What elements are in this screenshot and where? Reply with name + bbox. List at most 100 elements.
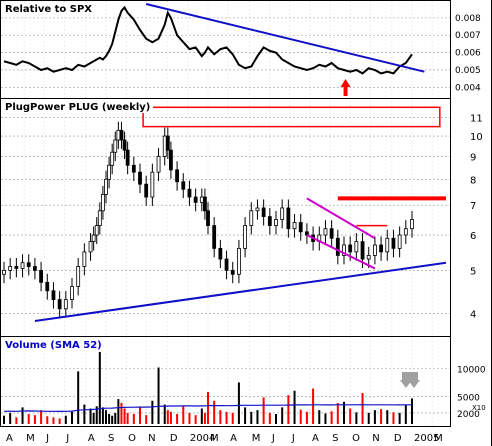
- relative-tick-label: 0.005: [455, 66, 481, 76]
- volume-bar: [219, 410, 222, 424]
- candle-body: [88, 241, 93, 253]
- candle-body: [94, 225, 99, 236]
- x-tick-label: S: [332, 433, 338, 444]
- x-tick-label: J: [45, 433, 49, 444]
- x-tick-label: D: [394, 433, 402, 444]
- volume-bar: [163, 404, 166, 424]
- candle-body: [116, 129, 121, 141]
- volume-bar: [200, 408, 203, 424]
- candle-body: [193, 196, 198, 203]
- volume-bar: [398, 412, 401, 424]
- candle-body: [57, 299, 62, 310]
- volume-bar: [169, 411, 172, 424]
- volume-bar: [275, 414, 277, 424]
- red-up-arrow: [340, 79, 351, 96]
- gray-down-arrow: [400, 372, 412, 388]
- volume-bar: [126, 412, 129, 424]
- volume-bar: [33, 415, 36, 424]
- candle-body: [203, 196, 207, 212]
- volume-bar: [145, 415, 148, 424]
- relative-tick-label: 0.007: [455, 31, 481, 41]
- candle-body: [175, 169, 179, 183]
- volume-bar: [15, 417, 18, 424]
- candle-body: [218, 247, 223, 260]
- x-tick-label: J: [271, 433, 275, 444]
- candle-body: [397, 234, 402, 249]
- volume-bar: [92, 412, 95, 424]
- volume-bar: [89, 408, 92, 424]
- volume-bar: [157, 367, 160, 424]
- candle-body: [169, 149, 173, 171]
- price-tick-label: 4: [470, 310, 476, 321]
- volume-bar: [244, 407, 247, 424]
- volume-bar: [132, 414, 135, 424]
- marks-layer: [2, 5, 414, 424]
- candle-body: [379, 244, 383, 253]
- candle-body: [280, 207, 285, 220]
- candle-body: [14, 266, 19, 269]
- candle-body: [119, 129, 124, 141]
- volume-bar: [392, 412, 395, 424]
- gray-down-arrow: [408, 372, 420, 388]
- candle-body: [181, 181, 186, 190]
- volume-bar: [373, 410, 376, 424]
- volume-bar: [176, 414, 179, 424]
- candle-body: [292, 222, 297, 230]
- candle-body: [187, 188, 192, 198]
- candle-body: [360, 241, 365, 260]
- support-trendline: [34, 261, 447, 322]
- volume-bar: [404, 405, 407, 424]
- candle-body: [26, 262, 31, 267]
- candle-body: [113, 139, 118, 153]
- volume-tick-label: 2000: [457, 410, 480, 420]
- candle-body: [354, 241, 359, 253]
- candle-body: [261, 207, 266, 217]
- x-tick-label: S: [108, 433, 114, 444]
- volume-bar: [349, 408, 352, 424]
- volume-bar: [324, 413, 327, 424]
- candle-body: [76, 266, 81, 287]
- volume-bar: [182, 406, 185, 424]
- volume-bar: [237, 382, 240, 424]
- volume-bar: [411, 398, 413, 424]
- volume-bar: [355, 412, 358, 424]
- relative-line: [3, 5, 413, 75]
- x-tick-label: 2005: [414, 433, 439, 444]
- candle-body: [70, 286, 74, 300]
- candle-body: [323, 228, 328, 236]
- candle-body: [237, 247, 241, 275]
- candle-body: [91, 234, 96, 243]
- volume-bar: [336, 402, 339, 424]
- volume-bar: [318, 410, 321, 424]
- candle-body: [342, 244, 346, 256]
- candle-body: [20, 262, 25, 269]
- candle-body: [329, 228, 334, 239]
- candle-body: [385, 237, 390, 253]
- volume-bar: [250, 411, 253, 424]
- volume-bar: [166, 410, 169, 424]
- volume-bar: [262, 397, 265, 424]
- volume-bar: [330, 411, 333, 424]
- volume-bar: [203, 412, 206, 424]
- candle-body: [8, 266, 13, 271]
- volume-bar: [231, 412, 234, 424]
- candle-body: [156, 156, 161, 173]
- x-tick-label: A: [6, 433, 13, 444]
- candle-body: [224, 258, 229, 271]
- volume-bar: [225, 411, 228, 424]
- x-tick-label: M: [26, 433, 35, 444]
- volume-bar: [21, 407, 24, 424]
- volume-bar: [367, 412, 370, 424]
- x-tick-label: N: [372, 433, 379, 444]
- candle-body: [33, 266, 37, 271]
- candle-body: [97, 210, 102, 226]
- x-tick-label: J: [291, 433, 295, 444]
- relative-tick-label: 0.004: [455, 83, 481, 93]
- price-panel-frame: [0, 98, 451, 337]
- volume-bar: [312, 388, 315, 424]
- volume-sma-line: [3, 404, 412, 413]
- volume-bar: [305, 411, 308, 424]
- candle-body: [267, 216, 272, 226]
- relative-title-bg: [3, 2, 103, 15]
- volume-bar: [101, 407, 104, 424]
